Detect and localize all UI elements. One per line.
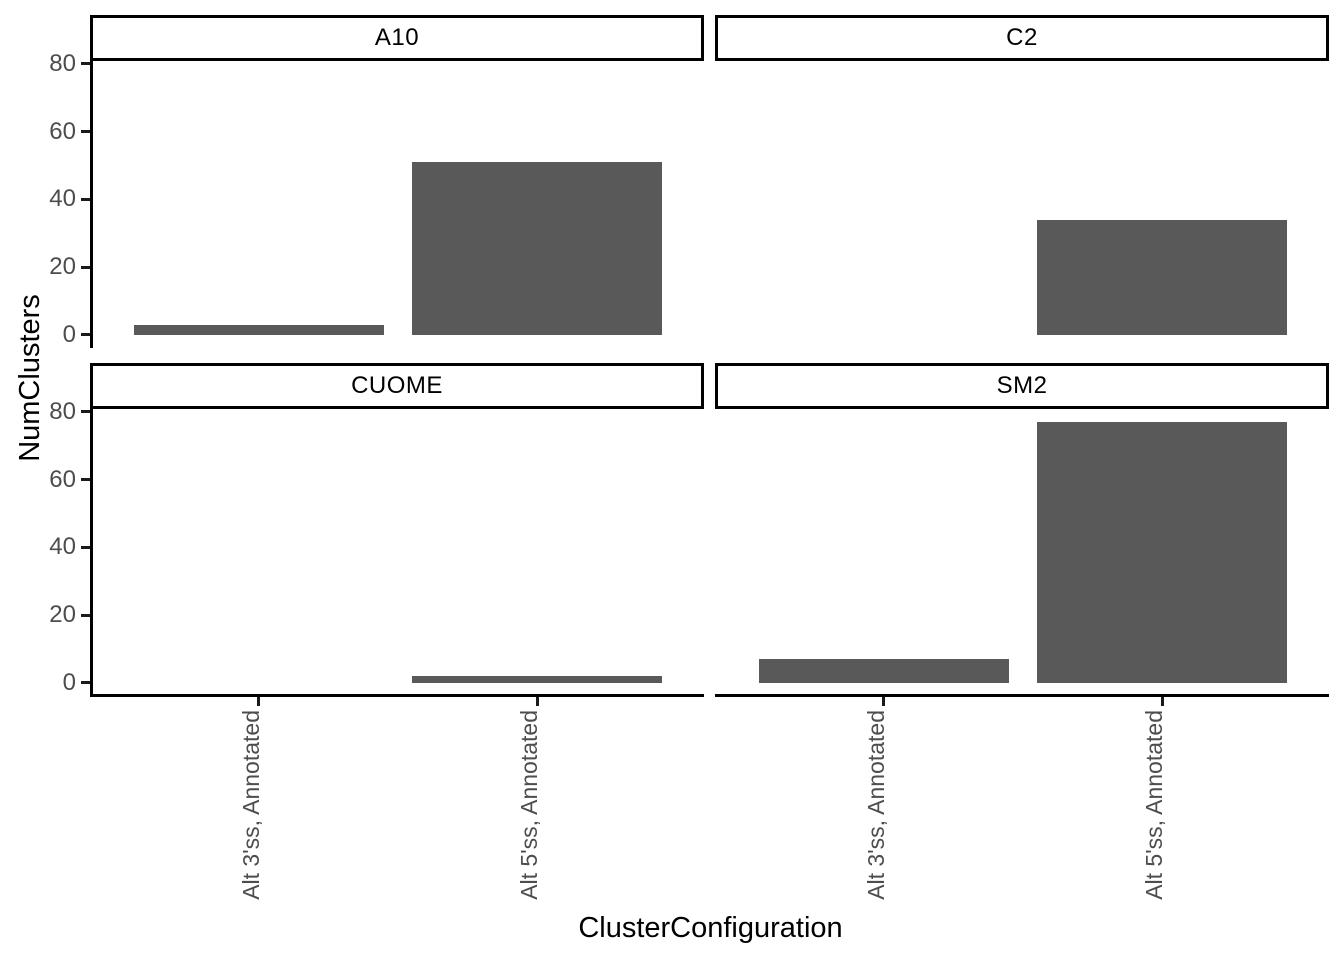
x-axis-line (90, 694, 704, 697)
x-tick-label-1: Alt 3'ss, Annotated (237, 710, 264, 900)
x-tick-label-2: Alt 5'ss, Annotated (1141, 710, 1168, 900)
y-tick-label: 20 (49, 253, 76, 281)
bar-a10-1 (133, 324, 385, 335)
x-tick (1160, 697, 1164, 706)
y-tick (81, 333, 90, 337)
y-tick (81, 62, 90, 66)
y-tick (81, 197, 90, 201)
y-tick-label: 40 (49, 533, 76, 561)
bar-sm2-1 (758, 659, 1010, 683)
bar-cuome-2 (411, 676, 663, 683)
facet-strip-cuome: CUOME (90, 363, 704, 409)
x-tick (882, 697, 886, 706)
facet-strip-label: C2 (1006, 24, 1038, 51)
y-tick-label: 40 (49, 185, 76, 213)
bar-c2-2 (1036, 219, 1288, 335)
y-tick (81, 681, 90, 685)
facet-strip-label: SM2 (996, 372, 1048, 399)
x-axis-title: ClusterConfiguration (578, 912, 843, 944)
y-tick (81, 478, 90, 482)
facet-strip-label: A10 (374, 24, 420, 51)
y-tick-label: 0 (62, 668, 76, 696)
y-tick-label: 60 (49, 465, 76, 493)
y-tick (81, 545, 90, 549)
y-tick-label: 0 (62, 320, 76, 348)
y-tick (81, 410, 90, 414)
y-tick-label: 80 (49, 397, 76, 425)
facet-strip-a10: A10 (90, 15, 704, 61)
y-axis-line (90, 409, 93, 696)
y-axis-line (90, 61, 93, 348)
x-tick-label-2: Alt 5'ss, Annotated (516, 710, 543, 900)
x-tick (535, 697, 539, 706)
facet-strip-c2: C2 (715, 15, 1329, 61)
y-tick (81, 265, 90, 269)
x-tick (257, 697, 261, 706)
facet-strip-label: CUOME (351, 372, 443, 399)
y-tick-label: 80 (49, 49, 76, 77)
y-tick (81, 130, 90, 134)
facet-strip-sm2: SM2 (715, 363, 1329, 409)
x-axis-line (715, 694, 1329, 697)
y-tick-label: 20 (49, 601, 76, 629)
y-tick-label: 60 (49, 117, 76, 145)
y-tick (81, 613, 90, 617)
bar-sm2-2 (1036, 422, 1288, 683)
x-tick-label-1: Alt 3'ss, Annotated (862, 710, 889, 900)
bar-a10-2 (411, 162, 663, 335)
